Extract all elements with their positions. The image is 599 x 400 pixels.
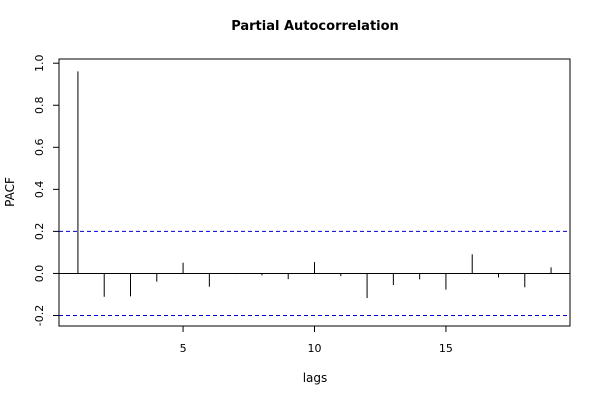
y-tick-label-0.6: 0.6 xyxy=(33,139,46,157)
y-axis-label: PACF xyxy=(3,177,17,207)
y-tick-label-0.8: 0.8 xyxy=(33,97,46,115)
x-tick-label-5: 5 xyxy=(180,342,187,355)
y-tick-label-0.2: 0.2 xyxy=(33,223,46,241)
x-tick-label-10: 10 xyxy=(308,342,322,355)
plot-frame xyxy=(58,58,571,327)
y-tick-label-1.0: 1.0 xyxy=(33,54,46,72)
x-tick-label-15: 15 xyxy=(439,342,453,355)
y-tick-label--0.2: -0.2 xyxy=(33,305,46,326)
x-axis-label: lags xyxy=(303,371,328,385)
chart-title: Partial Autocorrelation xyxy=(231,19,399,34)
x-axis: 5 10 15 xyxy=(180,326,453,355)
y-axis: -0.2 0.0 0.2 0.4 0.6 0.8 1.0 xyxy=(33,54,59,326)
plot-area xyxy=(59,71,570,316)
y-tick-label-0.0: 0.0 xyxy=(33,265,46,283)
y-tick-label-0.4: 0.4 xyxy=(33,181,46,199)
